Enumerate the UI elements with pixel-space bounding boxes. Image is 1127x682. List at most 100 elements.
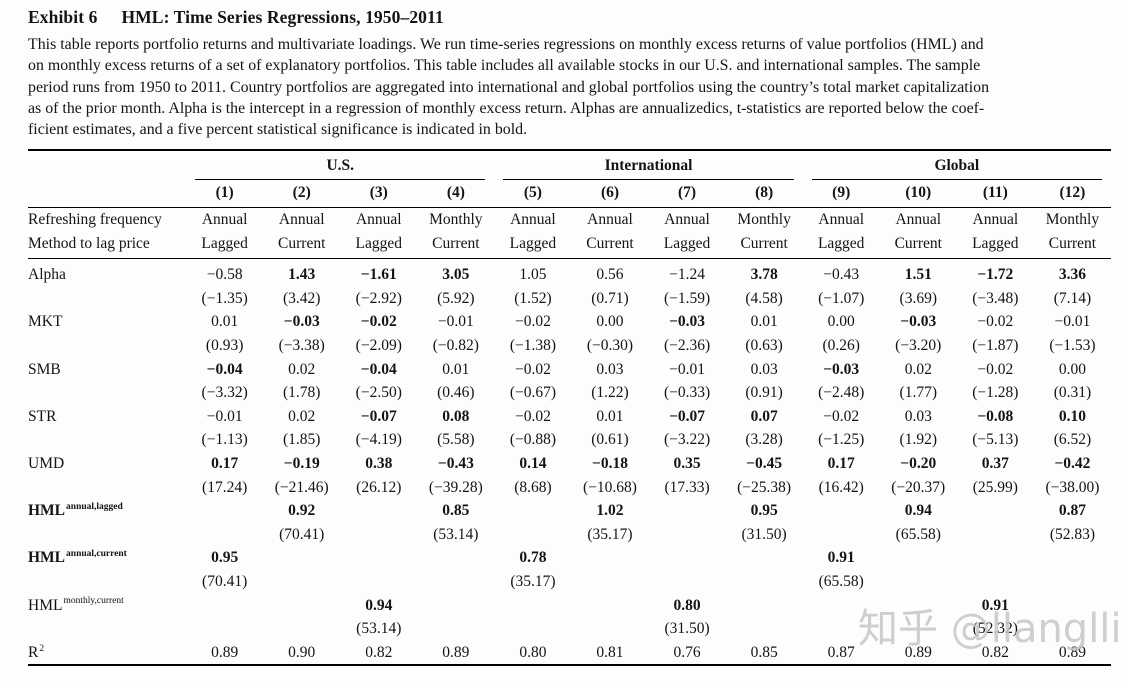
estimate-cell: 0.91 xyxy=(981,596,1009,614)
row-label-spacer xyxy=(28,617,186,641)
tstat-cell: (1.52) xyxy=(514,289,552,307)
tstat-cell xyxy=(880,617,957,641)
tstat-cell: (−3.20) xyxy=(895,337,942,355)
estimate-cell: 1.43 xyxy=(288,266,316,284)
estimate-cell: 0.90 xyxy=(288,643,316,661)
tstat-row: (0.93) (−3.38) (−2.09) (−0.82) (−1.38) (−0.30… xyxy=(28,334,1111,358)
estimate-cell: 0.08 xyxy=(442,407,470,425)
estimate-cell: 3.78 xyxy=(750,266,778,284)
estimate-cell: 0.14 xyxy=(519,455,547,473)
estimate-cell: −0.03 xyxy=(283,313,320,331)
group-header: Global xyxy=(803,150,1111,181)
spec-cell: Annual xyxy=(895,211,942,229)
row-label: SMB xyxy=(28,360,61,378)
tstat-cell: (3.69) xyxy=(899,289,937,307)
estimate-cell: −0.19 xyxy=(283,455,320,473)
tstat-cell: (26.12) xyxy=(356,478,402,496)
tstat-cell xyxy=(1034,617,1111,641)
tstat-cell: (70.41) xyxy=(202,572,248,590)
estimate-cell: 0.87 xyxy=(1058,502,1086,520)
spec-cell: Annual xyxy=(818,211,865,229)
row-label-spacer xyxy=(28,381,186,405)
estimate-cell: −0.07 xyxy=(669,407,706,425)
exhibit-label: Exhibit 6 xyxy=(28,7,98,27)
estimate-row: STR −0.01 0.02 −0.07 0.08 −0.02 0.01 −0.07 0.07 −… xyxy=(28,405,1111,429)
tstat-cell: (−2.48) xyxy=(818,384,865,402)
description-line: This table reports portfolio returns and… xyxy=(28,36,984,53)
spec-cell: Annual xyxy=(972,211,1019,229)
tstat-cell: (5.58) xyxy=(437,431,475,449)
estimate-cell: 0.38 xyxy=(365,455,393,473)
tstat-cell: (−0.88) xyxy=(509,431,557,449)
row-label-spacer xyxy=(28,523,186,547)
spec-cell: Lagged xyxy=(648,231,726,260)
tstat-cell xyxy=(186,617,263,641)
tstat-cell: (−25.38) xyxy=(737,478,792,496)
estimate-cell xyxy=(340,499,417,523)
estimate-cell xyxy=(340,546,417,570)
tstat-cell: (52.32) xyxy=(972,620,1018,638)
estimate-cell: 0.80 xyxy=(673,596,701,614)
tstat-cell: (35.17) xyxy=(587,525,633,543)
column-number: (3) xyxy=(340,180,418,209)
tstat-row: (−1.13) (1.85) (−4.19) (5.58) (−0.88) (0.61) (… xyxy=(28,428,1111,452)
estimate-cell xyxy=(1034,546,1111,570)
estimate-row: SMB −0.04 0.02 −0.04 0.01 −0.02 0.03 −0.01 0.03 −… xyxy=(28,358,1111,382)
tstat-cell: (53.14) xyxy=(433,525,479,543)
tstat-cell: (−2.92) xyxy=(355,289,402,307)
tstat-cell xyxy=(494,617,571,641)
tstat-cell xyxy=(571,570,648,594)
spec-cell: Monthly xyxy=(429,211,483,229)
tstat-cell: (65.58) xyxy=(818,572,864,590)
tstat-cell: (17.33) xyxy=(664,478,710,496)
row-label-spacer xyxy=(28,428,186,452)
estimate-cell xyxy=(571,546,648,570)
group-header-row: U.S. International Global xyxy=(28,150,1111,181)
estimate-cell: 0.78 xyxy=(519,549,547,567)
estimate-cell: −0.08 xyxy=(977,407,1014,425)
column-number: (11) xyxy=(956,180,1034,209)
estimate-cell: 0.01 xyxy=(442,360,470,378)
estimate-cell: −0.04 xyxy=(360,360,397,378)
tstat-cell xyxy=(494,523,571,547)
estimate-row: HMLannual,lagged 0.92 0.85 1.02 0.95 0.94 0.87 xyxy=(28,499,1111,523)
group-header: U.S. xyxy=(186,150,494,181)
row-label: MKT xyxy=(28,313,63,331)
tstat-cell xyxy=(1034,570,1111,594)
spec-cell: Annual xyxy=(510,211,556,229)
tstat-cell: (70.41) xyxy=(279,525,325,543)
tstat-cell xyxy=(957,570,1034,594)
row-label: UMD xyxy=(28,455,65,473)
table-description: This table reports portfolio returns and… xyxy=(28,34,1113,140)
tstat-cell: (8.68) xyxy=(514,478,552,496)
estimate-cell: 0.80 xyxy=(519,643,547,661)
estimate-row: R2 0.89 0.90 0.82 0.89 0.80 0.81 0.76 0.85 0.87 0.… xyxy=(28,641,1111,666)
tstat-cell: (0.63) xyxy=(745,337,783,355)
estimate-cell xyxy=(494,499,571,523)
tstat-cell xyxy=(263,617,340,641)
estimate-cell xyxy=(957,499,1034,523)
tstat-cell: (3.42) xyxy=(282,289,321,307)
estimate-cell xyxy=(880,546,957,570)
column-number: (1) xyxy=(186,180,264,209)
estimate-cell: −0.20 xyxy=(900,455,937,473)
estimate-cell: 0.02 xyxy=(288,360,316,378)
tstat-cell xyxy=(186,523,263,547)
tstat-cell: (65.58) xyxy=(895,525,941,543)
tstat-cell: (0.91) xyxy=(745,384,783,402)
estimate-cell: −0.03 xyxy=(900,313,937,331)
estimate-cell: 0.92 xyxy=(288,502,316,520)
tstat-cell: (−1.53) xyxy=(1049,337,1096,355)
tstat-cell: (−1.59) xyxy=(663,289,711,307)
tstat-row: (−3.32) (1.78) (−2.50) (0.46) (−0.67) (1.22) (… xyxy=(28,381,1111,405)
spec-cell: Current xyxy=(725,231,803,260)
estimate-cell: 0.01 xyxy=(750,313,778,331)
tstat-cell: (−38.00) xyxy=(1045,478,1100,496)
estimate-cell: 0.85 xyxy=(442,502,470,520)
tstat-cell: (−3.22) xyxy=(663,431,711,449)
row-label-spacer xyxy=(28,150,186,180)
estimate-cell xyxy=(649,499,726,523)
tstat-cell: (1.77) xyxy=(899,384,937,402)
estimate-cell: 0.02 xyxy=(904,360,932,378)
tstat-cell: (−4.19) xyxy=(355,431,402,449)
